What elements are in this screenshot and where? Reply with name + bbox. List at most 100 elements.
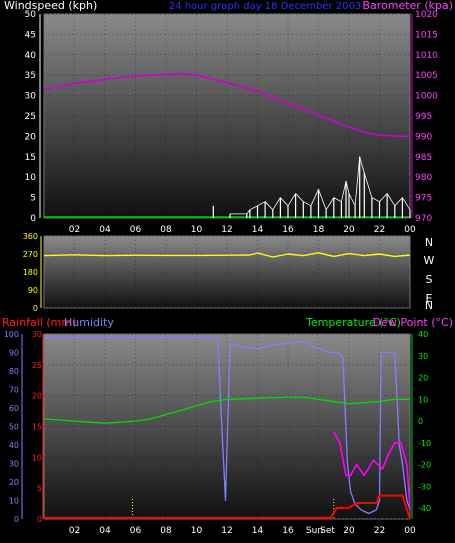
compass-label: W (424, 254, 435, 267)
temperature-tick-label: -30 (418, 482, 431, 491)
humidity-tick-label: 90 (9, 349, 19, 358)
x-tick-label: 12 (221, 526, 232, 536)
compass-label: N (425, 299, 433, 312)
wind-tick-label: 40 (25, 51, 37, 61)
x-tick-label: 08 (160, 526, 172, 536)
x-tick-label: 22 (374, 526, 385, 536)
humidity-axis-label: Humidity (64, 316, 114, 329)
compass-label: S (426, 273, 433, 286)
wind-tick-label: 0 (30, 214, 36, 224)
temperature-tick-label: 20 (418, 374, 428, 383)
series-wind (43, 72, 411, 218)
x-tick-label: 16 (282, 225, 294, 235)
humidity-tick-label: 20 (9, 478, 19, 487)
series-direction (43, 252, 411, 258)
rainfall-tick-label: 30 (32, 330, 42, 339)
temperature-tick-label: 10 (418, 395, 428, 404)
direction-tick-label: 360 (23, 232, 38, 241)
x-tick-label: 16 (282, 526, 294, 536)
temperature-tick-label: 30 (418, 352, 428, 361)
rainfall-axis-label: Rainfall (mm) (2, 316, 76, 329)
plot-area-direction (43, 235, 411, 309)
series-rainfall (44, 494, 411, 520)
barometer-tick-label: 995 (415, 112, 432, 122)
x-tick-label: 14 (252, 225, 264, 235)
humidity-tick-label: 100 (4, 330, 19, 339)
wind-tick-label: 10 (25, 173, 37, 183)
plot-area-wind (43, 13, 411, 219)
humidity-tick-label: 0 (14, 515, 19, 524)
x-tick-label: 18 (313, 225, 325, 235)
ticks-wind: 0510152025303540455097097598098599099510… (25, 10, 439, 235)
temperature-axis-label: Temperature (°C) (305, 316, 401, 329)
barometer-tick-label: 970 (415, 214, 432, 224)
humidity-tick-label: 80 (9, 367, 19, 376)
direction-tick-label: 90 (28, 286, 38, 295)
gridlines-rain (44, 333, 410, 520)
wind-tick-label: 35 (25, 71, 36, 81)
series-temperature (43, 396, 410, 424)
panel-wind-barometer: 0510152025303540455097097598098599099510… (4, 0, 453, 235)
x-tick-label: 02 (69, 225, 80, 235)
x-tick-label: 20 (343, 526, 355, 536)
x-tick-label: Sun (306, 526, 323, 536)
x-tick-label: 04 (99, 526, 111, 536)
x-tick-label: 06 (130, 526, 142, 536)
wind-tick-label: 45 (25, 30, 36, 40)
x-tick-label: 10 (191, 526, 203, 536)
x-tick-label: 00 (404, 526, 416, 536)
rainfall-tick-label: 20 (32, 392, 42, 401)
barometer-tick-label: 1015 (415, 30, 438, 40)
wind-tick-label: 5 (30, 194, 36, 204)
x-tick-label: 12 (221, 225, 232, 235)
wind-tick-label: 20 (25, 132, 37, 142)
humidity-tick-label: 50 (9, 423, 19, 432)
series-rain (43, 337, 411, 520)
rainfall-tick-label: 5 (37, 484, 42, 493)
compass-label: E (426, 292, 433, 305)
x-tick-label: Set (320, 526, 335, 536)
humidity-tick-label: 40 (9, 441, 19, 450)
barometer-tick-label: 1005 (415, 71, 438, 81)
series-dew-point (333, 431, 411, 509)
panel-rain-temperature: 0510152025300102030405060708090100-40-30… (2, 316, 453, 536)
barometer-tick-label: 990 (415, 132, 432, 142)
humidity-tick-label: 70 (9, 386, 19, 395)
x-tick-label: 14 (252, 526, 264, 536)
x-tick-label: 22 (374, 225, 385, 235)
wind-tick-label: 50 (25, 10, 37, 20)
humidity-tick-label: 30 (9, 460, 19, 469)
temperature-tick-label: 0 (418, 417, 423, 426)
x-tick-label: 08 (160, 225, 172, 235)
dewpoint-axis-label: Dew Point (°C) (373, 316, 453, 329)
x-tick-label: 00 (404, 225, 416, 235)
x-tick-label: 06 (130, 225, 142, 235)
x-tick-label: 02 (69, 526, 80, 536)
x-tick-label: 20 (343, 225, 355, 235)
series-windspeed-trace (230, 156, 411, 215)
series-barometer (43, 72, 411, 138)
x-tick-label: 04 (99, 225, 111, 235)
series-windspeed (212, 156, 411, 218)
windspeed-axis-label: Windspeed (kph) (4, 0, 97, 12)
direction-tick-label: 180 (23, 268, 38, 277)
direction-tick-label: 0 (33, 304, 38, 313)
wind-tick-label: 15 (25, 153, 36, 163)
wind-tick-label: 30 (25, 92, 37, 102)
x-tick-label: 10 (191, 225, 203, 235)
humidity-tick-label: 60 (9, 404, 19, 413)
rainfall-tick-label: 0 (37, 515, 42, 524)
humidity-tick-label: 10 (9, 497, 19, 506)
direction-tick-label: 270 (23, 250, 38, 259)
compass-label: N (425, 236, 433, 249)
series-wind-direction (43, 252, 411, 258)
barometer-tick-label: 1010 (415, 51, 438, 61)
barometer-tick-label: 1020 (415, 10, 438, 20)
temperature-tick-label: -40 (418, 504, 431, 513)
barometer-tick-label: 985 (415, 153, 432, 163)
chart-title: 24 hour graph day 18 December 2003 (169, 1, 361, 12)
temperature-tick-label: 40 (418, 330, 428, 339)
rainfall-tick-label: 15 (32, 423, 42, 432)
